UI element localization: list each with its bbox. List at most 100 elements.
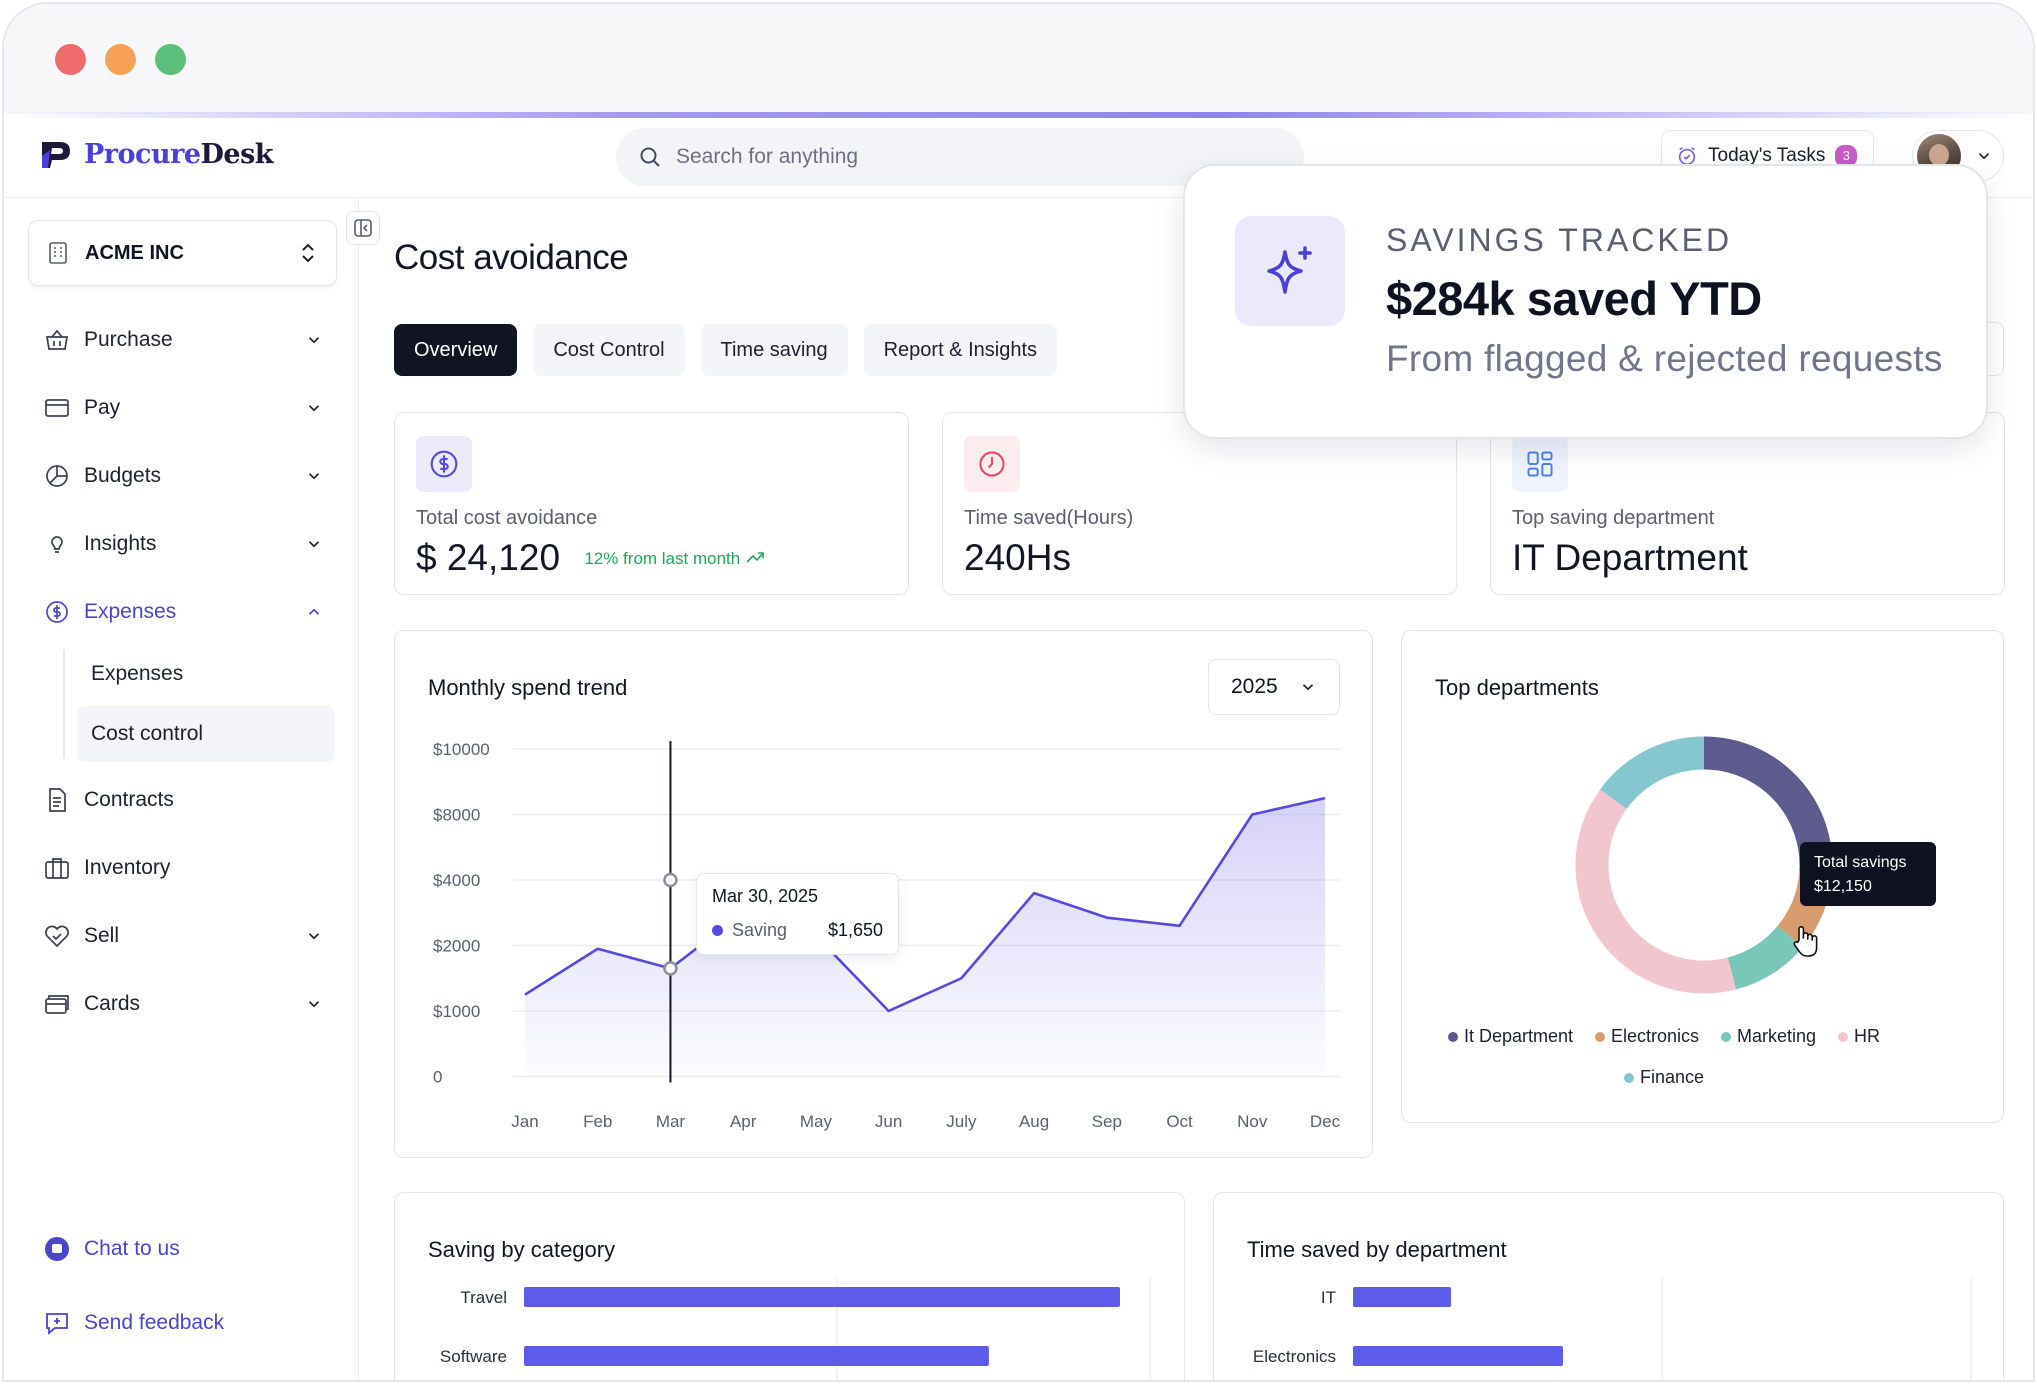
sidebar-subitem-expenses[interactable]: Expenses xyxy=(91,662,184,685)
savings-tracked-popup: SAVINGS TRACKED $284k saved YTD From fla… xyxy=(1183,164,1988,439)
expenses-subnav: Expenses Cost control xyxy=(63,646,337,762)
donut-slice-hr xyxy=(1575,789,1736,994)
org-switcher[interactable]: ACME INC xyxy=(28,220,337,286)
sidebar-item-expenses[interactable]: Expenses xyxy=(28,578,337,646)
user-menu[interactable] xyxy=(1912,130,2004,182)
sidebar-item-inventory[interactable]: Inventory xyxy=(28,834,337,902)
year-select[interactable]: 2025 xyxy=(1208,659,1340,715)
chevron-down-icon xyxy=(308,1001,320,1008)
x-tick-label: July xyxy=(946,1112,977,1131)
legend-swatch xyxy=(1721,1031,1732,1042)
sidebar-item-label: Budgets xyxy=(84,464,162,487)
kpi-time-saved: Time saved(Hours) 240Hs xyxy=(942,412,1457,595)
sidebar-item-label: Pay xyxy=(84,396,121,419)
sidebar-item-label: Insights xyxy=(84,532,157,555)
kpi-icon-wrap xyxy=(416,436,472,492)
donut-slice-marketing xyxy=(1727,925,1804,990)
y-tick-label: $10000 xyxy=(433,740,490,759)
chart-title: Time saved by department xyxy=(1247,1237,1507,1262)
kpi-icon-wrap xyxy=(964,436,1020,492)
sidebar-footer: Chat to us Send feedback xyxy=(44,1212,224,1360)
y-tick-label: $4000 xyxy=(433,871,480,890)
chevron-down-icon xyxy=(308,405,320,412)
sidebar-item-cards[interactable]: Cards xyxy=(28,970,337,1038)
kpi-delta: 12% from last month xyxy=(584,549,765,568)
sidebar-item-pay[interactable]: Pay xyxy=(28,374,337,442)
collapse-sidebar-button[interactable] xyxy=(346,211,380,245)
sidebar-subitem-cost-control[interactable]: Cost control xyxy=(77,706,335,762)
x-tick-label: Feb xyxy=(583,1112,612,1131)
sidebar: ACME INC Purchase Pay Budgets Insights xyxy=(4,198,359,1380)
kpi-delta-text: 12% from last month xyxy=(584,549,741,568)
sidebar-item-budgets[interactable]: Budgets xyxy=(28,442,337,510)
sidebar-item-label: Expenses xyxy=(84,600,177,623)
grid-icon xyxy=(1527,451,1553,477)
chevron-down-icon xyxy=(308,541,320,548)
bar xyxy=(524,1346,989,1366)
kpi-value: IT Department xyxy=(1512,537,1748,578)
bar xyxy=(1353,1346,1563,1366)
minimize-window-button[interactable] xyxy=(105,44,136,75)
x-tick-label: Jun xyxy=(875,1112,902,1131)
clock-icon xyxy=(979,451,1005,477)
kpi-value-text: $ 24,120 xyxy=(416,537,561,578)
chat-to-us-link[interactable]: Chat to us xyxy=(44,1212,224,1286)
sidebar-item-insights[interactable]: Insights xyxy=(28,510,337,578)
tooltip-series-name: Saving xyxy=(732,920,788,940)
close-window-button[interactable] xyxy=(55,44,86,75)
todays-tasks-button[interactable]: Today's Tasks 3 xyxy=(1661,130,1874,182)
legend-item[interactable]: It Department xyxy=(1447,1026,1573,1047)
bar-label: Software xyxy=(440,1347,507,1366)
y-tick-label: $8000 xyxy=(433,806,480,825)
legend-label: Electronics xyxy=(1610,1026,1700,1046)
chevron-down-icon xyxy=(308,337,320,344)
saving-by-category-chart: Travel Software xyxy=(440,1277,1151,1380)
tab-time-saving[interactable]: Time saving xyxy=(700,324,848,376)
y-tick-label: $2000 xyxy=(433,937,480,956)
bar-label: Electronics xyxy=(1253,1347,1336,1366)
search-icon xyxy=(640,147,660,167)
chart-title: Top departments xyxy=(1435,675,1599,700)
tab-cost-control[interactable]: Cost Control xyxy=(533,324,685,376)
donut-tooltip-label: Total savings xyxy=(1814,854,1907,871)
popup-subtitle: From flagged & rejected requests xyxy=(1386,338,1943,379)
chevron-up-down-icon xyxy=(302,243,314,263)
global-search[interactable] xyxy=(616,128,1304,186)
sidebar-item-sell[interactable]: Sell xyxy=(28,902,337,970)
chevron-up-icon xyxy=(308,608,320,615)
donut-tooltip-value: $12,150 xyxy=(1814,878,1872,895)
kpi-label: Time saved(Hours) xyxy=(964,507,1134,529)
monthly-spend-trend-card: Monthly spend trend 2025 0 $1000 $2000 $400… xyxy=(394,630,1373,1158)
sidebar-item-purchase[interactable]: Purchase xyxy=(28,306,337,374)
logo-mark-icon xyxy=(42,142,70,168)
maximize-window-button[interactable] xyxy=(155,44,186,75)
brand-logo[interactable]: ProcureDesk xyxy=(38,136,274,172)
send-feedback-link[interactable]: Send feedback xyxy=(44,1286,224,1360)
legend-label: It Department xyxy=(1463,1026,1573,1046)
legend-item[interactable]: HR xyxy=(1838,1026,1880,1047)
org-name: ACME INC xyxy=(85,241,184,264)
legend-label: Finance xyxy=(1639,1067,1705,1087)
sidebar-nav: Purchase Pay Budgets Insights Expenses xyxy=(28,306,337,1038)
legend-item[interactable]: Electronics xyxy=(1594,1026,1700,1047)
trend-up-icon xyxy=(746,552,764,563)
x-tick-label: Sep xyxy=(1092,1112,1122,1131)
legend-item[interactable]: Marketing xyxy=(1721,1026,1816,1047)
chevron-down-icon xyxy=(1978,153,1990,160)
cards-icon xyxy=(45,995,69,1014)
legend-label: HR xyxy=(1854,1026,1881,1046)
search-input[interactable] xyxy=(676,145,1236,169)
sidebar-item-label: Sell xyxy=(84,924,120,947)
chart-tooltip: Mar 30, 2025 Saving $1,650 xyxy=(696,873,899,955)
series-line-saving xyxy=(524,796,1326,1013)
kpi-label: Total cost avoidance xyxy=(416,507,598,529)
x-tick-label: Oct xyxy=(1166,1112,1193,1131)
sidebar-item-contracts[interactable]: Contracts xyxy=(28,766,337,834)
legend-item[interactable]: Finance xyxy=(1623,1067,1705,1088)
monthly-spend-chart: 0 $1000 $2000 $4000 $8000 $10000 Jan Feb Mar Apr M… xyxy=(433,740,1341,1131)
accent-divider xyxy=(4,112,2033,118)
tab-report-insights[interactable]: Report & Insights xyxy=(863,324,1058,376)
y-tick-label: $1000 xyxy=(433,1002,480,1021)
tasks-count-badge: 3 xyxy=(1835,145,1858,167)
tab-overview[interactable]: Overview xyxy=(394,324,518,376)
